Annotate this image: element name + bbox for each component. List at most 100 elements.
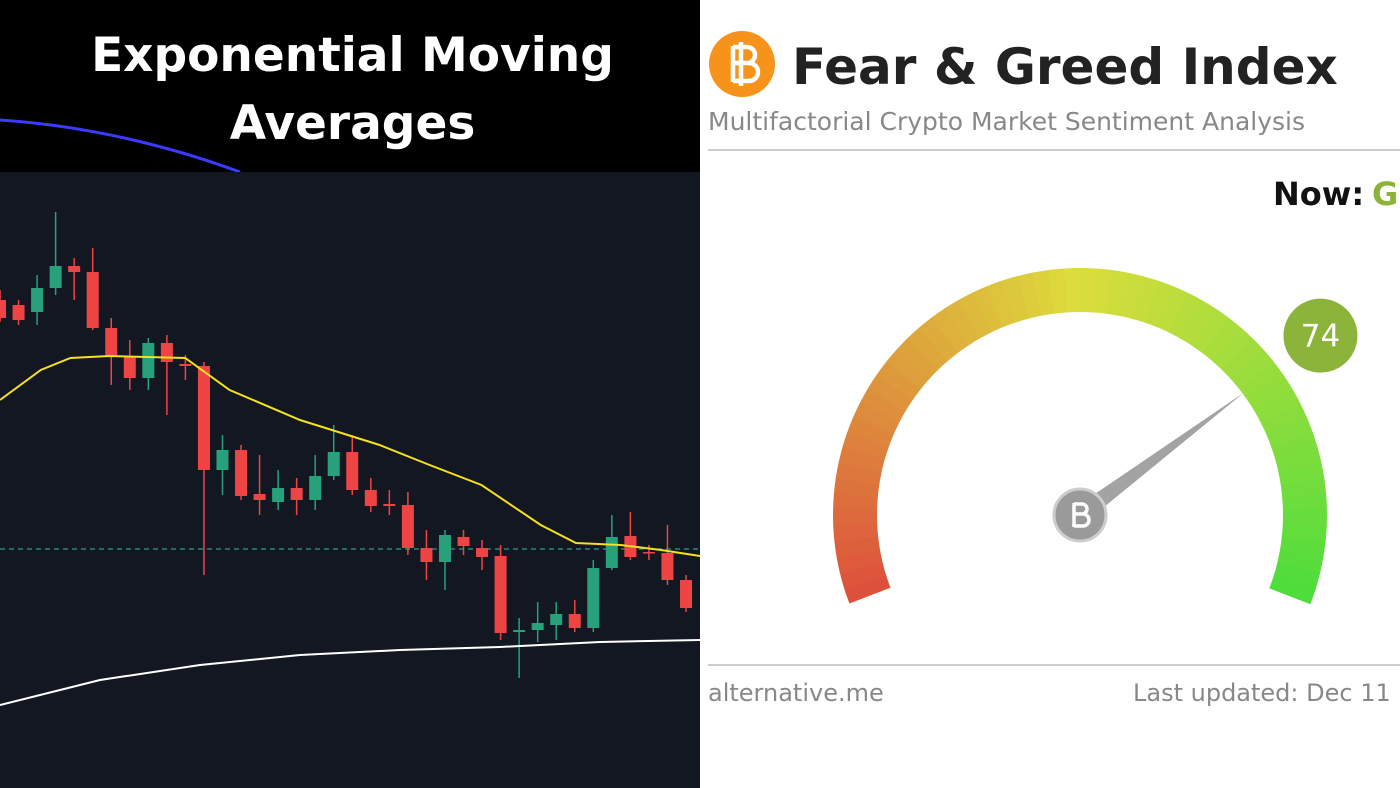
gauge-arc (1254, 388, 1301, 424)
btc-glyph (730, 42, 761, 86)
candle-body (272, 488, 285, 502)
candle-body (494, 556, 507, 633)
gauge-arc (1079, 268, 1097, 313)
gauge-arc (1266, 416, 1313, 448)
candle-body (568, 614, 581, 628)
candles (0, 212, 701, 706)
gauge: 74 (833, 268, 1358, 605)
gauge-arc (1247, 375, 1293, 412)
gauge-arc (972, 286, 1005, 333)
candle-body (253, 494, 266, 500)
ema-line (0, 639, 701, 706)
subtitle: Multifactorial Crypto Market Sentiment A… (708, 107, 1305, 136)
gauge-arc (1277, 549, 1324, 574)
gauge-arc (1105, 270, 1129, 316)
candle-body (680, 580, 692, 608)
value-label: 74 (1301, 319, 1340, 355)
gauge-arc (867, 374, 914, 412)
gauge-arc (833, 493, 878, 511)
gauge-arc (847, 416, 895, 447)
gauge-arc (944, 299, 981, 346)
value-badge (1283, 298, 1358, 373)
gauge-arc (885, 349, 930, 390)
candle-body (364, 490, 377, 506)
gauge-arc (1278, 462, 1325, 486)
header-band (0, 0, 700, 172)
gauge-arc (834, 536, 881, 558)
gauge-arc (833, 477, 880, 498)
gauge-arc (1275, 446, 1322, 473)
candle-body (550, 614, 563, 625)
candle-body (31, 288, 44, 312)
gauge-arc (1239, 362, 1285, 401)
candle-body (68, 266, 81, 272)
footer-updated: Last updated: Dec 11 (1133, 679, 1391, 707)
candle-body (457, 537, 470, 546)
gauge-arc (833, 523, 879, 542)
candle-body (661, 553, 674, 580)
gauge-arc (842, 430, 890, 460)
gauge-arc (835, 461, 882, 485)
candle-body (160, 343, 173, 362)
candle-body (476, 548, 489, 557)
candle-body (123, 356, 136, 378)
gauge-arc (957, 292, 993, 339)
candle-body (12, 305, 25, 320)
candle-body (216, 450, 229, 470)
gauge-arc (1092, 268, 1113, 314)
title: Fear & Greed Index (792, 38, 1338, 96)
gauge-arc (1269, 575, 1316, 605)
candle-body (86, 272, 99, 328)
footer-source: alternative.me (708, 679, 884, 707)
gauge-arc (1001, 275, 1029, 323)
candle-body (531, 623, 544, 630)
gauge-arc (1202, 317, 1242, 362)
gauge-arc (918, 317, 959, 362)
gauge-arc (1144, 280, 1175, 328)
candle-body (0, 300, 6, 318)
candle-body (309, 476, 322, 500)
candle-body (401, 505, 414, 548)
candle-body (327, 452, 340, 476)
gauge-arc (1230, 350, 1275, 391)
gauge-arc (896, 337, 939, 380)
gauge-arc (1032, 269, 1055, 316)
candle-body (513, 630, 526, 632)
gauge-arc (1281, 523, 1327, 543)
candle-body (197, 366, 210, 470)
now-value: G (1372, 175, 1398, 213)
gauge-arc (1168, 292, 1203, 339)
gauge-arc (1271, 431, 1318, 460)
gauge-arc (1180, 300, 1217, 346)
gauge-arc (853, 401, 900, 435)
candle-body (105, 328, 118, 356)
gauge-arc (1221, 338, 1265, 381)
candle-body (642, 552, 655, 554)
gauge-arc (1279, 536, 1326, 559)
gauge-arc (1260, 402, 1308, 436)
gauge-arc (1156, 286, 1189, 333)
gauge-arc (1048, 268, 1068, 314)
candle-body (290, 488, 303, 500)
chart-title: Exponential Moving Averages (91, 28, 614, 151)
gauge-arc (986, 280, 1017, 328)
candle-body (179, 364, 192, 366)
gauge-arc (931, 308, 970, 353)
candle-body (587, 568, 600, 628)
gauge-arc (1118, 272, 1144, 319)
hub-glyph (1072, 502, 1091, 528)
gauge-arc (907, 327, 949, 371)
gauge-arc (839, 561, 887, 589)
gauge-arc (1282, 493, 1327, 512)
candle-body (235, 450, 248, 496)
header-line (0, 118, 241, 174)
candle-body (383, 504, 396, 506)
candle-body (605, 537, 618, 568)
gauge-arc (860, 387, 907, 423)
candle-body (142, 343, 155, 378)
candle-body (438, 535, 451, 562)
candle-body (420, 548, 433, 562)
candle-body (49, 266, 62, 288)
